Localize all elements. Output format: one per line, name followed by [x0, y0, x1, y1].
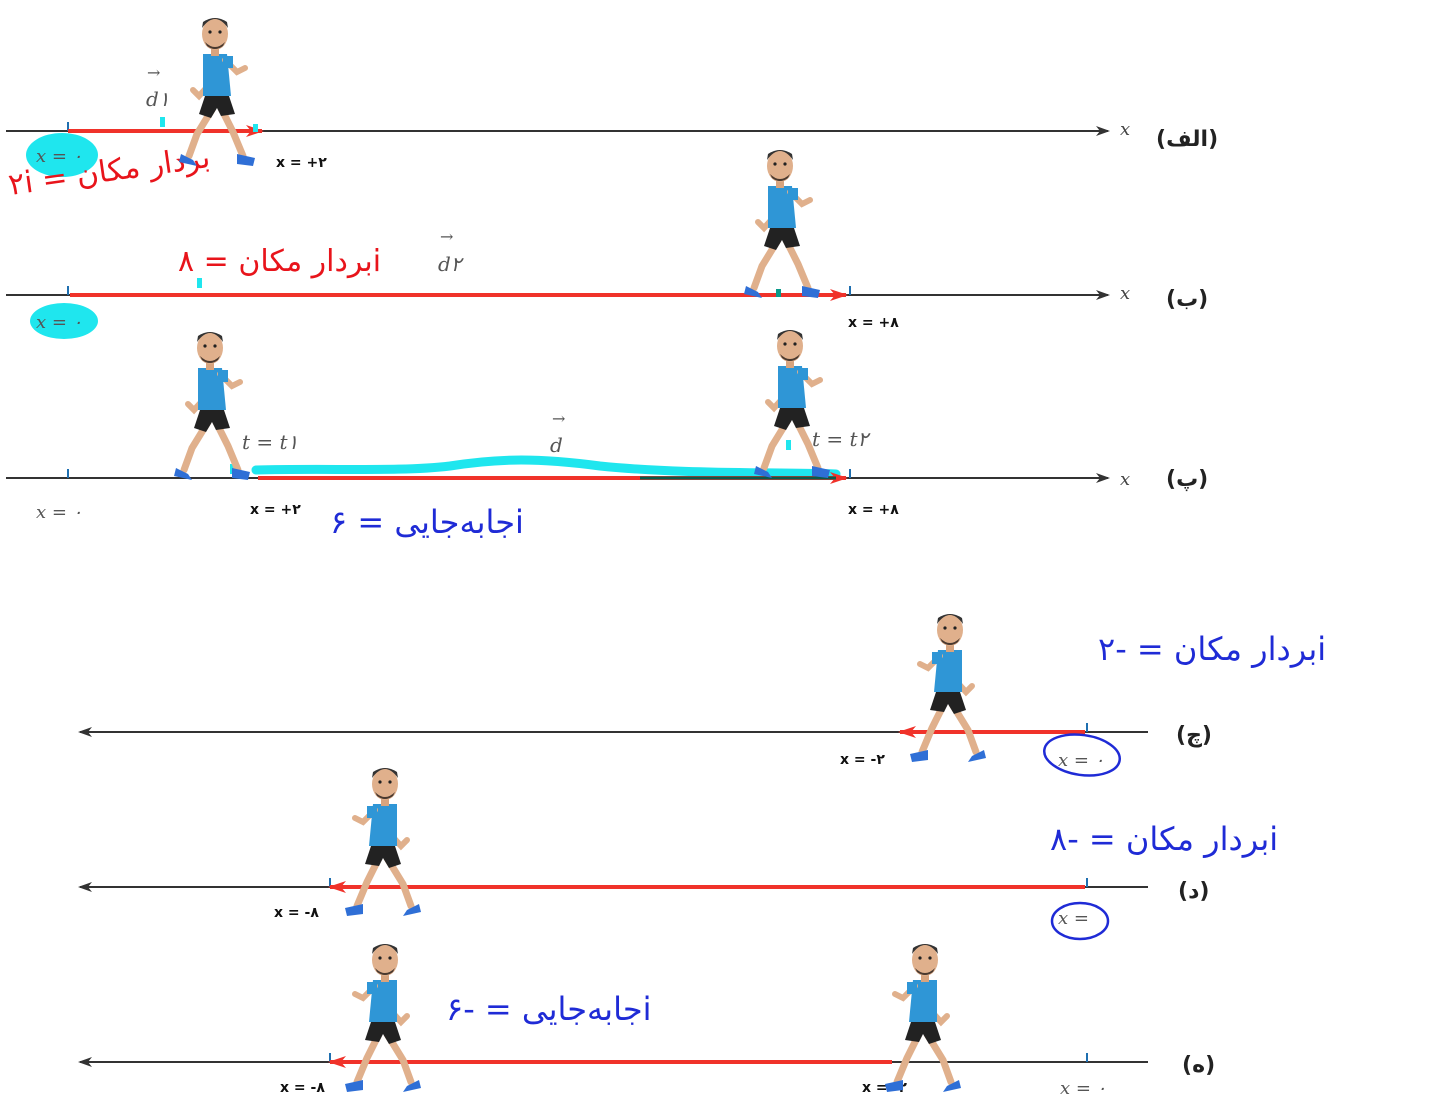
panel-dal: (د) x = x = -۸ بردار مکان = -۸i [78, 768, 1278, 941]
handwritten-note: بردار مکان = ۸i [178, 244, 381, 279]
position-label: x = -۸ [274, 905, 319, 921]
origin-label: x = ۰ [36, 146, 82, 167]
panel-label: (ه) [1182, 1053, 1215, 1078]
origin-label: x = ۰ [1060, 1078, 1106, 1099]
origin-label: x = ۰ [36, 502, 82, 523]
axis-label: x [1120, 119, 1130, 140]
runner-figure-end [345, 944, 421, 1092]
position-label: x = +۲ [276, 155, 327, 171]
svg-text:→: → [147, 63, 160, 82]
svg-text:→: → [440, 227, 453, 246]
position-label-end: x = -۸ [280, 1080, 325, 1096]
panel-label: (پ) [1166, 467, 1208, 492]
position-label: x = -۲ [840, 752, 885, 768]
panel-be: x (ب) x = ۰ x = +۸ d۲ → بردار مکان = ۸i [6, 150, 1208, 339]
panel-che: (چ) x = ۰ x = -۲ بردار مکان = -۲i [78, 614, 1326, 777]
runner-figure-start [174, 332, 250, 480]
origin-highlight [30, 303, 98, 339]
panel-label: (د) [1178, 879, 1209, 904]
runner-figure [744, 150, 820, 298]
position-label-end: x = +۸ [848, 502, 899, 518]
svg-text:→: → [552, 409, 565, 428]
panel-he: (ه) x = ۰ x = -۸ x = -۲ جابه‌جایی = -۶i [78, 944, 1215, 1099]
runner-figure-start [885, 944, 961, 1092]
vector-label: d [550, 433, 563, 457]
vector-label: d۲ [438, 252, 465, 276]
handwritten-note: جابه‌جایی = -۶i [446, 990, 651, 1028]
handwritten-note: جابه‌جایی = ۶i [330, 503, 524, 541]
origin-circle [1043, 733, 1121, 777]
displacement-highlight [251, 455, 841, 479]
runner-figure [910, 614, 986, 762]
origin-label: x = ۰ [36, 312, 82, 333]
panel-label: (چ) [1176, 723, 1212, 748]
panel-alef: x (الف) x = ۰ x = +۲ d۱ → ۲i = بردار مکا… [6, 18, 1218, 203]
origin-label: x = [1058, 908, 1089, 929]
time-label-end: t = t۲ [812, 427, 872, 451]
handwritten-note: بردار مکان = -۸i [1050, 820, 1278, 858]
axis-label: x [1120, 469, 1130, 490]
panel-label: (ب) [1166, 287, 1208, 312]
position-label: x = +۸ [848, 315, 899, 331]
panel-pe: x (پ) x = ۰ x = +۲ x = +۸ d → t = t۱ t =… [6, 330, 1208, 541]
position-label-start: x = +۲ [250, 502, 301, 518]
origin-circle [1050, 901, 1110, 941]
runner-figure [345, 768, 421, 916]
vector-label: d۱ [146, 87, 170, 111]
time-label-start: t = t۱ [242, 430, 298, 454]
runner-figure-end [754, 330, 830, 478]
origin-highlight [26, 133, 98, 177]
handwritten-note: بردار مکان = -۲i [1098, 630, 1326, 668]
panel-label: (الف) [1156, 127, 1218, 152]
origin-label: x = ۰ [1058, 750, 1104, 771]
runner-figure [179, 18, 255, 166]
axis-label: x [1120, 283, 1130, 304]
